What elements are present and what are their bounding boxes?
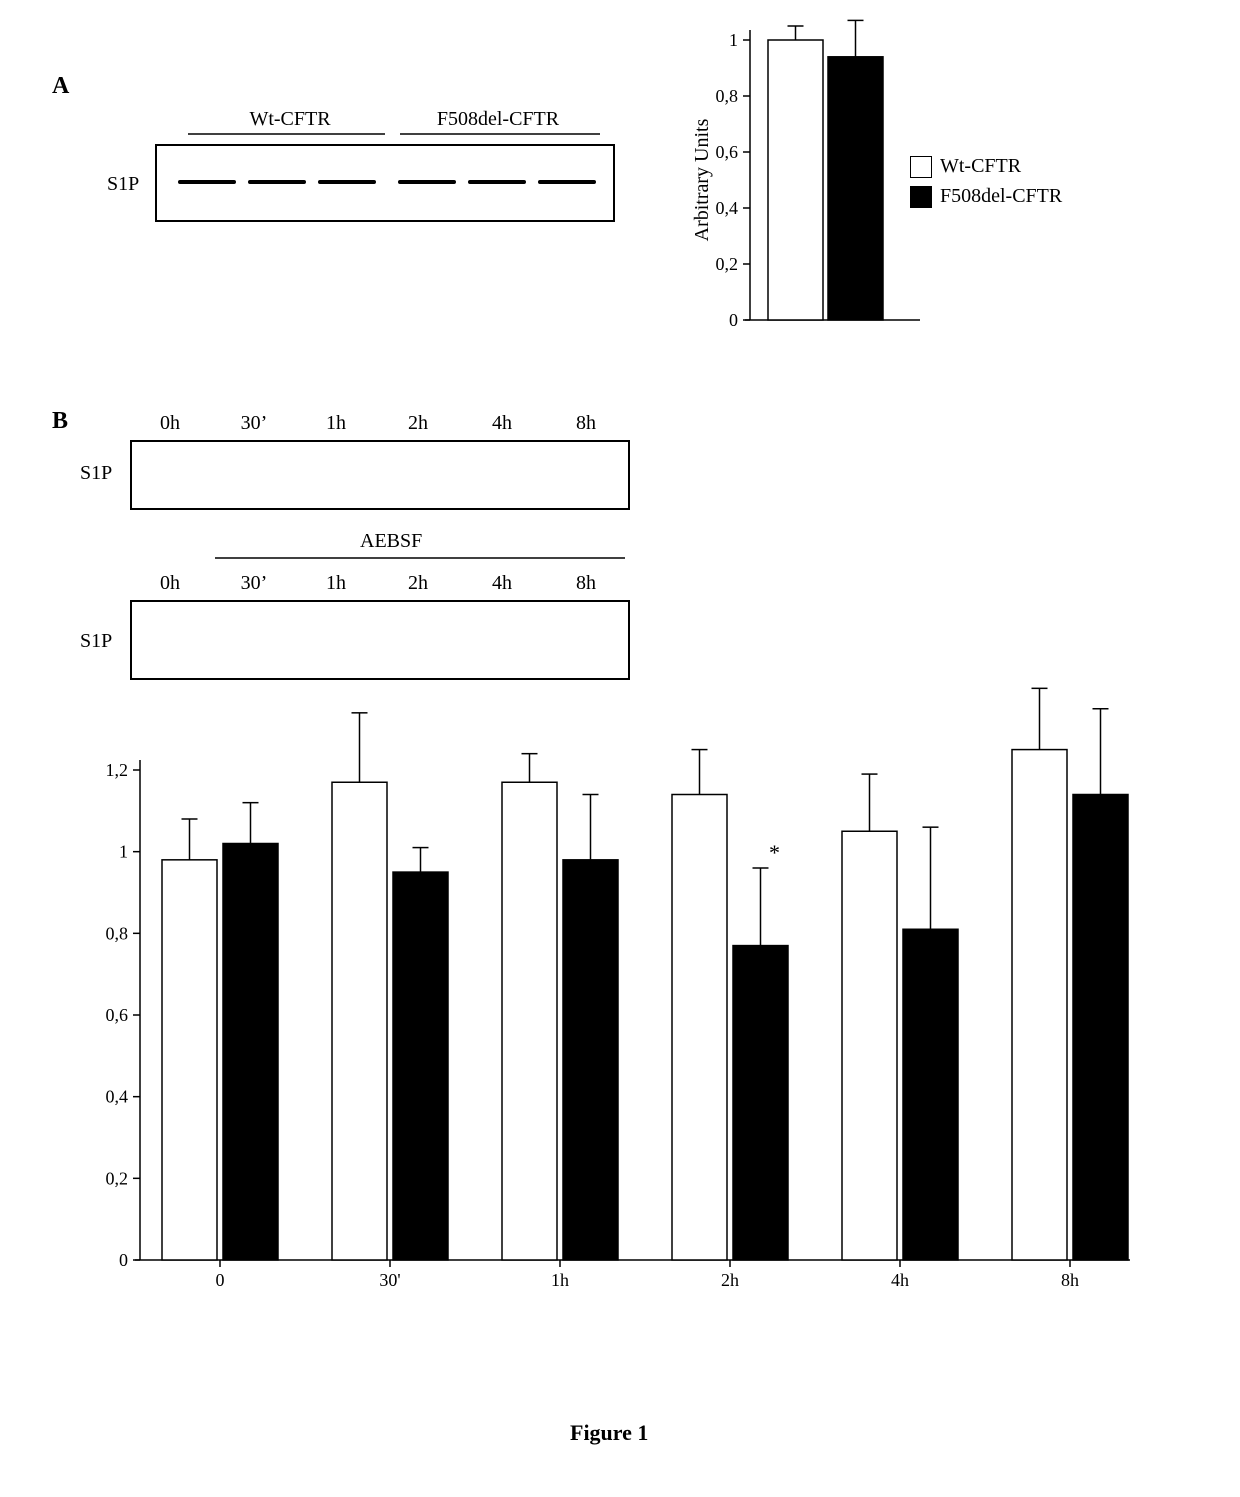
- ytick-label: 0,4: [106, 1087, 129, 1107]
- panel-a-blot-band: [398, 180, 456, 184]
- bar: [502, 782, 557, 1260]
- ytick-label: 1,2: [106, 760, 129, 780]
- xtick-label: 2h: [721, 1270, 739, 1290]
- figure-caption: Figure 1: [570, 1420, 648, 1446]
- bar: [903, 929, 958, 1260]
- xtick-label: 30': [379, 1270, 400, 1290]
- panel-a-blot-band: [318, 180, 376, 184]
- xtick-label: 0: [216, 1270, 225, 1290]
- bar: [733, 946, 788, 1260]
- bar: [1073, 795, 1128, 1261]
- ytick-label: 0: [119, 1250, 128, 1270]
- blot2-band: [0, 0, 1240, 800]
- xtick-label: 4h: [891, 1270, 909, 1290]
- significance-marker: *: [769, 840, 780, 865]
- bar: [563, 860, 618, 1260]
- xtick-label: 1h: [551, 1270, 569, 1290]
- ytick-label: 0,6: [106, 1005, 129, 1025]
- bar: [842, 831, 897, 1260]
- bar: [672, 795, 727, 1261]
- bar: [162, 860, 217, 1260]
- panel-a-blot-band: [538, 180, 596, 184]
- bar: [223, 844, 278, 1261]
- panel-a-blot-band: [178, 180, 236, 184]
- ytick-label: 0,8: [106, 923, 129, 943]
- panel-a-blot-band: [468, 180, 526, 184]
- bar: [332, 782, 387, 1260]
- panel-b-blot2-band-label: S1P: [80, 630, 112, 653]
- panel-a-blot-band: [248, 180, 306, 184]
- panel-b-blot2-box: [130, 600, 630, 680]
- bar: [1012, 750, 1067, 1260]
- ytick-label: 0,2: [106, 1168, 129, 1188]
- ytick-label: 1: [119, 842, 128, 862]
- panel-b-bar-chart: 0 0,2 0,4 0,6 0,8 1 1,2 0 30' 1h 2h 4h 8h *: [70, 730, 1150, 1290]
- xtick-label: 8h: [1061, 1270, 1079, 1290]
- bar: [393, 872, 448, 1260]
